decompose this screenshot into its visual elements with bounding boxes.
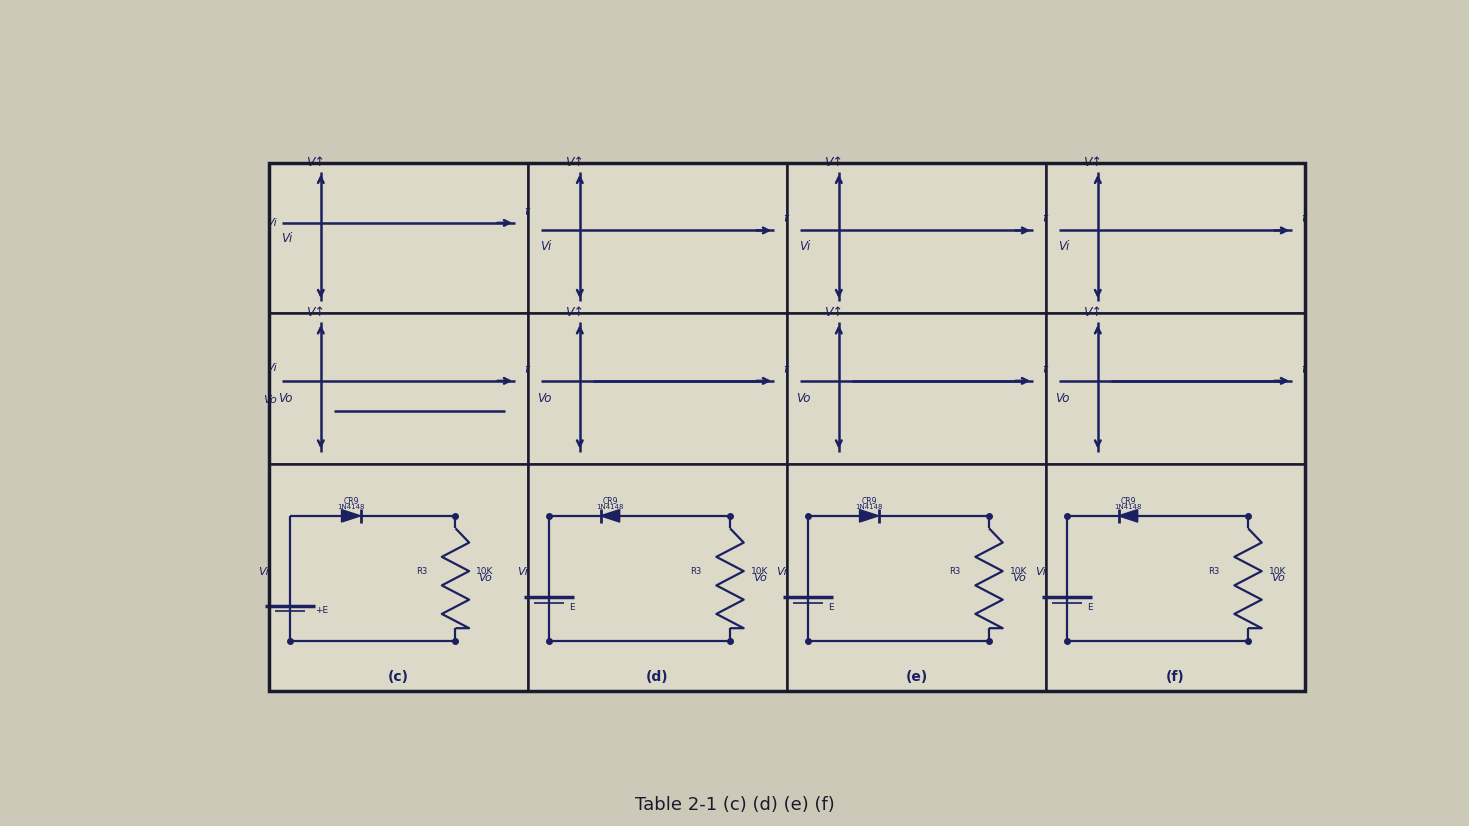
Text: Vi: Vi [259,567,269,577]
Bar [269,163,1304,691]
Text: V↑: V↑ [306,155,325,169]
Text: V↑: V↑ [1083,306,1102,319]
Bar [269,163,527,313]
Text: 10K: 10K [751,567,768,577]
Text: Vi: Vi [266,218,276,228]
Text: Vi: Vi [541,240,551,253]
Text: E: E [1087,603,1093,612]
Text: Vi: Vi [517,567,529,577]
Text: 1N4148: 1N4148 [855,504,883,510]
Text: CR9: CR9 [344,497,358,506]
Text: CR9: CR9 [1121,497,1136,506]
Text: Vi: Vi [777,567,787,577]
Bar [527,313,787,463]
Text: Vo: Vo [536,392,551,406]
Text: Vi: Vi [1036,567,1046,577]
Bar [269,313,527,463]
Text: 1N4148: 1N4148 [1115,504,1141,510]
Text: R3: R3 [949,567,961,577]
Text: V↑: V↑ [824,155,843,169]
Text: V↑: V↑ [564,306,583,319]
Text: Vi: Vi [1058,240,1069,253]
Text: t: t [783,363,787,376]
Text: (f): (f) [1166,670,1185,684]
Bar [1046,463,1304,691]
Text: Vi: Vi [266,363,276,373]
Polygon shape [341,510,361,522]
Bar [787,313,1046,463]
Bar [269,463,527,691]
Text: V↑: V↑ [306,306,325,319]
Text: E: E [829,603,834,612]
Bar [787,463,1046,691]
Text: t: t [783,212,787,225]
Text: CR9: CR9 [861,497,877,506]
Text: Vo: Vo [796,392,811,406]
Text: t: t [524,205,529,218]
Polygon shape [1118,510,1137,522]
Text: CR9: CR9 [602,497,618,506]
Text: Vo: Vo [1012,573,1025,583]
Text: 10K: 10K [476,567,494,577]
Text: +E: +E [314,606,328,615]
Text: t: t [1302,212,1306,225]
Text: V↑: V↑ [564,155,583,169]
Bar [527,463,787,691]
Text: Vo: Vo [1055,392,1069,406]
Text: Vi: Vi [281,232,292,245]
Text: Vo: Vo [479,573,492,583]
Text: Vo: Vo [1271,573,1284,583]
Text: t: t [524,363,529,376]
Bar [527,163,787,313]
Text: Vo: Vo [752,573,767,583]
Text: 1N4148: 1N4148 [596,504,624,510]
Text: Table 2-1 (c) (d) (e) (f): Table 2-1 (c) (d) (e) (f) [635,796,834,814]
Text: (c): (c) [388,670,408,684]
Text: V↑: V↑ [1083,155,1102,169]
Text: (e): (e) [905,670,927,684]
Text: t: t [1302,363,1306,376]
Text: 10K: 10K [1269,567,1285,577]
Polygon shape [859,510,878,522]
Bar [787,163,1046,313]
Text: V↑: V↑ [824,306,843,319]
Polygon shape [601,510,620,522]
Bar [1046,313,1304,463]
Text: Vo: Vo [278,392,292,406]
Text: (d): (d) [646,670,668,684]
Text: 1N4148: 1N4148 [338,504,364,510]
Text: Vo: Vo [263,395,276,405]
Text: R3: R3 [1209,567,1219,577]
Bar [1046,163,1304,313]
Text: Vi: Vi [799,240,811,253]
Text: t: t [1042,363,1047,376]
Text: E: E [569,603,574,612]
Text: t: t [1042,212,1047,225]
Text: R3: R3 [416,567,427,577]
Text: 10K: 10K [1009,567,1027,577]
Text: R3: R3 [690,567,702,577]
